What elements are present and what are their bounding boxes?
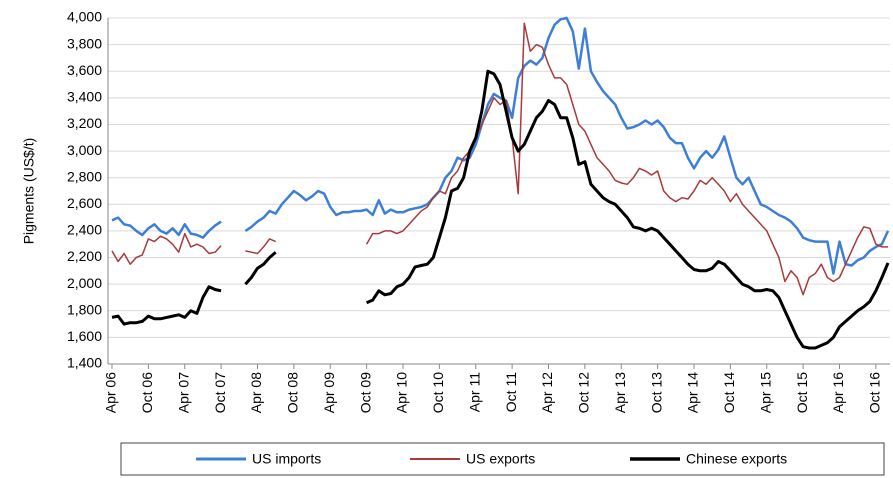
x-tick-label: Oct 09: [357, 372, 373, 413]
y-axis-label: Pigments (US$/t): [21, 138, 37, 245]
x-tick-label: Apr 07: [175, 372, 191, 413]
y-tick-label: 2,000: [67, 275, 102, 291]
legend-box: [120, 442, 885, 476]
legend-label: Chinese exports: [686, 451, 787, 467]
x-tick-label: Oct 11: [503, 372, 519, 412]
y-tick-label: 3,000: [67, 142, 102, 158]
x-tick-label: Apr 15: [757, 372, 773, 413]
x-tick-label: Apr 16: [830, 372, 846, 413]
y-tick-label: 2,600: [67, 195, 102, 211]
series-line: [111, 69, 890, 350]
y-tick-label: 3,200: [67, 115, 102, 131]
x-tick-label: Oct 12: [576, 372, 592, 413]
series-line: [111, 22, 888, 296]
x-tick-label: Oct 08: [285, 372, 301, 413]
x-tick-label: Oct 16: [867, 372, 883, 413]
y-tick-label: 3,400: [67, 89, 102, 105]
x-tick-label: Apr 08: [248, 372, 264, 413]
x-tick-label: Apr 11: [466, 372, 482, 412]
y-tick-label: 4,000: [67, 9, 102, 25]
legend-label: US imports: [252, 451, 321, 467]
y-tick-label: 2,400: [67, 222, 102, 238]
x-tick-label: Oct 13: [648, 372, 664, 413]
y-tick-label: 3,600: [67, 62, 102, 78]
x-tick-label: Apr 10: [394, 372, 410, 413]
y-tick-label: 2,200: [67, 248, 102, 264]
y-tick-label: 1,800: [67, 301, 102, 317]
x-tick-label: Oct 07: [212, 372, 228, 413]
legend-label: US exports: [466, 451, 535, 467]
y-tick-label: 1,600: [67, 328, 102, 344]
x-tick-label: Apr 06: [103, 372, 119, 413]
y-tick-label: 2,800: [67, 168, 102, 184]
x-tick-label: Apr 13: [612, 372, 628, 413]
x-tick-label: Apr 09: [321, 372, 337, 413]
y-tick-label: 3,800: [67, 35, 102, 51]
series-line: [111, 16, 890, 275]
x-tick-label: Oct 14: [721, 372, 737, 413]
x-tick-label: Oct 10: [430, 372, 446, 413]
x-tick-label: Apr 14: [685, 372, 701, 413]
y-tick-label: 1,400: [67, 355, 102, 371]
x-tick-label: Oct 15: [794, 372, 810, 413]
x-tick-label: Oct 06: [139, 372, 155, 413]
x-tick-label: Apr 12: [539, 372, 555, 413]
